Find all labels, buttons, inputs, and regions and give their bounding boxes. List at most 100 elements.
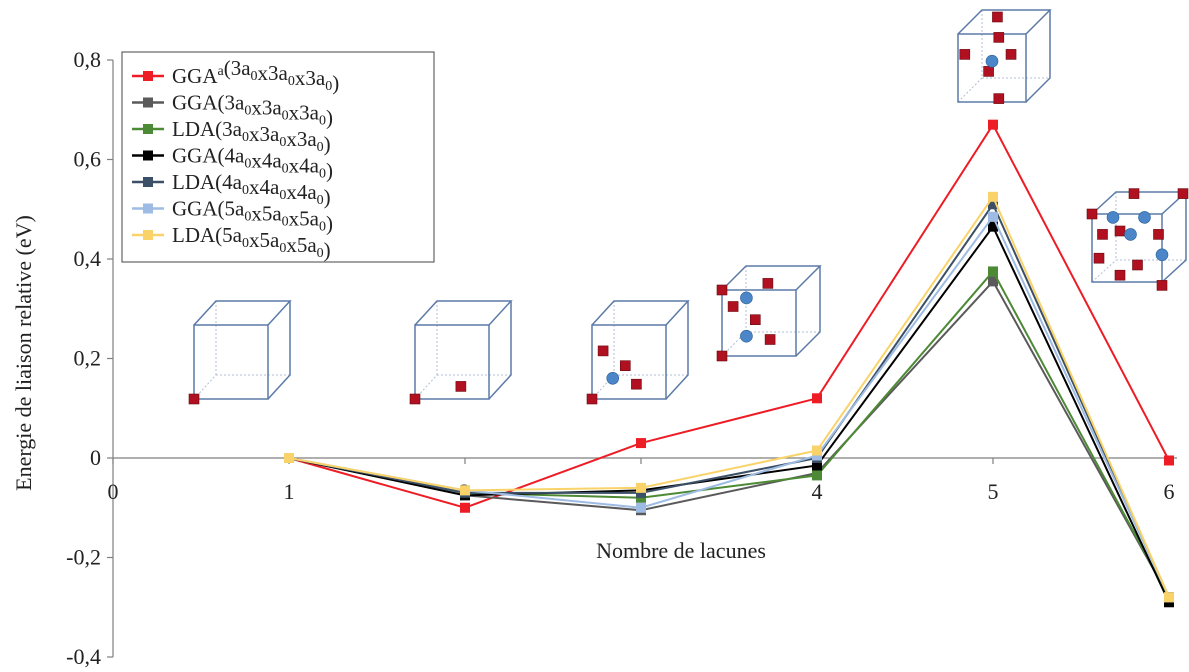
series-7 (284, 191, 1174, 603)
y-axis-title: Energie de liaison relative (eV) (11, 215, 36, 491)
data-point (1164, 455, 1174, 466)
cube-side-face (795, 266, 821, 357)
vacancy-marker (619, 360, 631, 372)
solute-atom-marker (1124, 228, 1137, 241)
vacancy-marker (631, 378, 642, 390)
solute-atom-marker (1106, 211, 1120, 224)
vacancy-marker (597, 345, 609, 357)
vacancy-marker (1086, 208, 1098, 220)
vacancy-marker (749, 314, 761, 326)
cube-top-face (591, 300, 690, 326)
y-tick-label: 0,4 (74, 246, 102, 271)
vacancy-marker (1156, 280, 1168, 291)
vacancy-marker (188, 393, 200, 405)
vacancy-marker (716, 350, 728, 362)
cube-side-face (665, 301, 689, 400)
cube-front-face (414, 324, 490, 400)
legend-swatch-marker (143, 230, 153, 240)
cube-inset-3 (586, 300, 690, 405)
cube-top-face (414, 300, 513, 326)
y-tick-label: 0,6 (74, 147, 102, 172)
cube-top-face (1091, 191, 1188, 215)
legend-entry: LDA(5a0x5a0x5a0) (172, 223, 331, 262)
solute-atom-marker (1155, 248, 1169, 262)
y-tick-label: -0,4 (66, 644, 101, 669)
data-point (284, 453, 294, 463)
vacancy-marker (959, 49, 971, 60)
vacancy-marker (1128, 188, 1140, 199)
cube-front-face (591, 324, 667, 400)
solute-atom-marker (985, 54, 999, 68)
vacancy-marker (993, 32, 1005, 43)
vacancy-marker (1005, 49, 1017, 60)
cube-side-face (488, 301, 512, 400)
cube-inset-4 (716, 265, 822, 362)
legend-entry: GGA(4a0x4a0x4a0) (172, 144, 333, 183)
x-tick-label: 4 (812, 479, 823, 504)
series-line (288, 122, 1170, 509)
legend-swatch-marker (143, 124, 153, 134)
vacancy-marker (1153, 229, 1164, 240)
cube-front-face (721, 289, 797, 357)
cube-insets (188, 9, 1189, 405)
legend-entry: LDA(4a0x4a0x4a0) (172, 170, 331, 209)
cube-top-face (193, 300, 292, 326)
data-point (988, 266, 998, 277)
data-point (988, 199, 998, 210)
data-point (812, 445, 822, 456)
vacancy-marker (992, 11, 1003, 23)
cube-hidden-edge (957, 77, 983, 103)
series-line (288, 224, 1170, 603)
vacancy-marker (1093, 252, 1105, 264)
vacancy-marker (409, 393, 421, 405)
y-tick-label: 0 (90, 445, 101, 470)
cube-inset-6 (1086, 188, 1189, 291)
series-line (288, 194, 1170, 598)
x-tick-label: 6 (1164, 479, 1175, 504)
vacancy-marker (1114, 225, 1126, 237)
legend-swatch-marker (143, 97, 153, 108)
cube-inset-5 (957, 9, 1052, 104)
legend-swatch-marker (143, 177, 153, 187)
data-point (988, 191, 998, 202)
vacancy-marker (586, 393, 598, 405)
data-point (988, 211, 998, 222)
solute-atom-marker (1138, 211, 1151, 224)
data-point (812, 470, 822, 481)
vacancy-marker (762, 278, 774, 289)
x-axis-title: Nombre de lacunes (596, 538, 766, 563)
cube-front-face (957, 33, 1027, 103)
vacancy-marker (716, 284, 728, 296)
data-point (636, 438, 646, 449)
legend-box (121, 51, 435, 263)
data-point (636, 482, 646, 493)
vacancy-marker (1177, 188, 1189, 199)
cube-side-face (1025, 10, 1051, 103)
legend-entry: GGA(3a0x3a0x3a0) (172, 91, 333, 130)
vacancy-marker (993, 93, 1005, 104)
cube-top-face (957, 9, 1052, 35)
vacancy-marker (983, 66, 994, 77)
x-tick-label: 1 (284, 479, 295, 504)
axes: -0,4-0,200,20,40,60,80123456 (66, 47, 1177, 669)
data-point (460, 485, 470, 496)
legend-swatch-marker (143, 150, 153, 161)
data-point (988, 119, 998, 130)
cube-side-face (267, 301, 291, 400)
legend-entry: GGA(5a0x5a0x5a0) (172, 197, 333, 236)
cube-front-face (193, 324, 269, 400)
data-point (988, 221, 998, 232)
vacancy-marker (1114, 269, 1126, 281)
cube-inset-2 (409, 300, 513, 405)
x-tick-label: 5 (988, 479, 999, 504)
y-tick-label: 0,2 (74, 346, 102, 371)
cube-hidden-edge (1091, 259, 1117, 283)
data-point (1164, 592, 1174, 603)
data-point (812, 460, 822, 471)
cube-front-face (1091, 213, 1163, 283)
data-point (988, 276, 998, 287)
series-line (288, 202, 1170, 598)
legend-entry: LDA(3a0x3a0x3a0) (172, 117, 331, 156)
series-layer (284, 119, 1174, 608)
